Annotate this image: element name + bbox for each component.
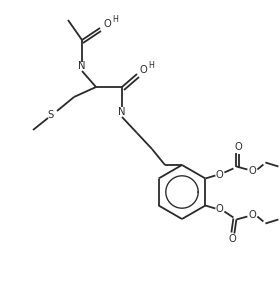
Text: O: O	[249, 210, 256, 220]
Text: O: O	[235, 141, 242, 152]
Text: H: H	[112, 15, 118, 24]
Text: H: H	[148, 61, 154, 71]
Text: O: O	[249, 166, 256, 175]
Text: O: O	[139, 65, 147, 75]
Text: O: O	[103, 19, 111, 29]
Text: O: O	[216, 170, 223, 179]
Text: S: S	[48, 110, 54, 120]
Text: O: O	[216, 205, 223, 214]
Text: O: O	[228, 234, 236, 245]
Text: N: N	[78, 61, 86, 71]
Text: N: N	[118, 107, 126, 117]
